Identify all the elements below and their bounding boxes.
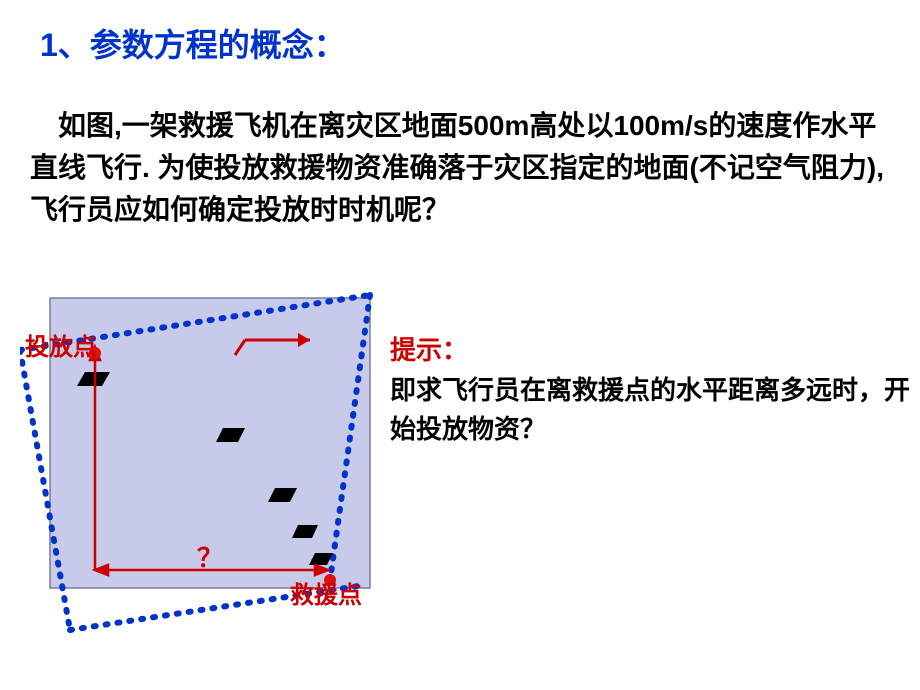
- diagram-svg: ？ 投放点 救援点: [20, 290, 390, 650]
- rescue-point-label: 救援点: [290, 582, 362, 609]
- projectile-diagram: ？ 投放点 救援点: [20, 290, 390, 650]
- question-mark: ？: [197, 544, 223, 573]
- hint-title: 提示：: [390, 330, 910, 367]
- problem-paragraph: 如图,一架救援飞机在离灾区地面500m高处以100m/s的速度作水平直线飞行. …: [30, 105, 890, 231]
- hint-block: 提示： 即求飞行员在离救援点的水平距离多远时，开始投放物资？: [390, 330, 910, 449]
- section-title: 1、参数方程的概念：: [40, 20, 346, 66]
- launch-point-label: 投放点: [25, 333, 97, 361]
- hint-text: 即求飞行员在离救援点的水平距离多远时，开始投放物资？: [390, 371, 910, 449]
